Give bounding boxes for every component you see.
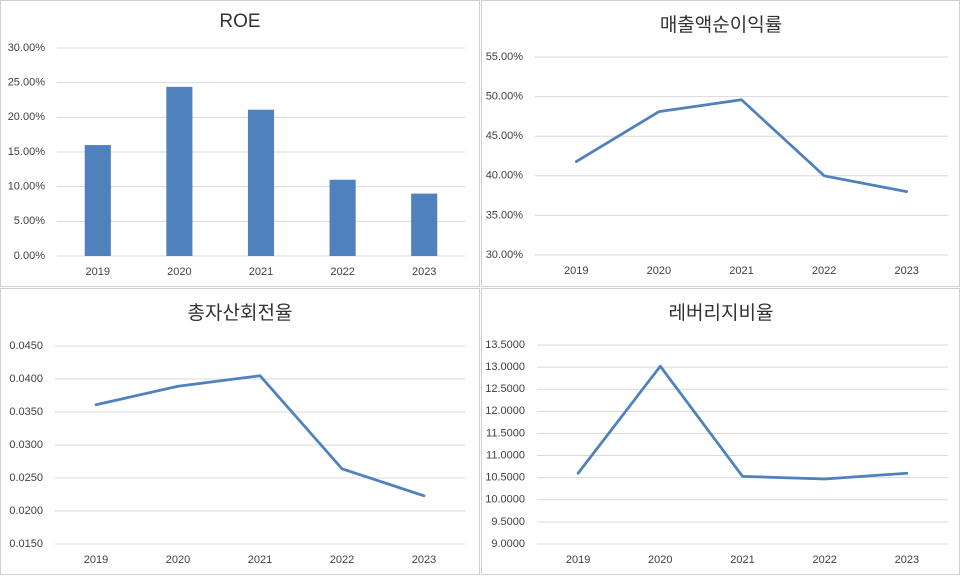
y-tick-label: 9.0000 bbox=[491, 538, 525, 550]
bar bbox=[247, 109, 275, 256]
y-tick-label: 10.5000 bbox=[485, 472, 525, 484]
y-tick-label: 20.00% bbox=[8, 111, 46, 123]
y-tick-label: 0.0300 bbox=[9, 439, 43, 451]
x-tick-label: 2019 bbox=[566, 554, 590, 566]
x-tick-label: 2019 bbox=[564, 265, 588, 277]
x-tick-label: 2023 bbox=[412, 266, 436, 278]
y-tick-label: 30.00% bbox=[8, 42, 46, 54]
x-tick-label: 2020 bbox=[648, 554, 672, 566]
chart-title: ROE bbox=[219, 11, 260, 32]
y-tick-label: 12.5000 bbox=[485, 383, 525, 395]
line bbox=[576, 364, 909, 481]
y-tick-label: 0.00% bbox=[14, 250, 45, 262]
y-tick-label: 11.5000 bbox=[486, 427, 525, 439]
x-tick-label: 2019 bbox=[84, 554, 108, 566]
y-tick-label: 45.00% bbox=[486, 130, 524, 142]
line bbox=[94, 374, 426, 498]
x-tick-label: 2023 bbox=[412, 554, 436, 566]
x-tick-label: 2022 bbox=[330, 266, 354, 278]
chart-title: 매출액순이익률 bbox=[660, 14, 782, 36]
panel bbox=[0, 0, 480, 287]
bar bbox=[84, 145, 111, 256]
chart-title: 총자산회전율 bbox=[188, 302, 293, 324]
x-tick-label: 2019 bbox=[86, 266, 110, 278]
y-tick-label: 0.0400 bbox=[9, 373, 43, 385]
x-tick-label: 2022 bbox=[330, 554, 354, 566]
y-tick-label: 5.00% bbox=[14, 215, 45, 227]
x-tick-label: 2022 bbox=[812, 265, 836, 277]
x-tick-label: 2021 bbox=[730, 554, 754, 566]
y-tick-label: 35.00% bbox=[486, 209, 524, 221]
y-tick-label: 0.0200 bbox=[9, 505, 43, 517]
y-tick-label: 30.00% bbox=[486, 249, 524, 261]
x-tick-label: 2020 bbox=[166, 554, 190, 566]
line bbox=[574, 98, 909, 194]
x-tick-label: 2021 bbox=[729, 265, 753, 277]
y-tick-label: 10.0000 bbox=[485, 494, 525, 506]
panel bbox=[481, 0, 960, 287]
bar bbox=[329, 179, 356, 256]
chart-title: 레버리지비율 bbox=[669, 302, 774, 324]
bar bbox=[166, 86, 193, 257]
x-tick-label: 2020 bbox=[167, 266, 191, 278]
x-tick-label: 2023 bbox=[894, 265, 918, 277]
y-tick-label: 12.0000 bbox=[485, 405, 525, 417]
y-tick-label: 15.00% bbox=[8, 146, 46, 158]
y-tick-label: 13.0000 bbox=[485, 361, 525, 373]
x-tick-label: 2020 bbox=[647, 265, 671, 277]
y-tick-label: 0.0150 bbox=[9, 538, 43, 550]
y-tick-label: 9.5000 bbox=[491, 516, 525, 528]
x-tick-label: 2021 bbox=[248, 554, 272, 566]
x-tick-label: 2022 bbox=[812, 554, 836, 566]
x-tick-label: 2023 bbox=[895, 554, 919, 566]
y-tick-label: 11.0000 bbox=[486, 449, 525, 461]
panel bbox=[0, 288, 480, 575]
y-tick-label: 0.0450 bbox=[9, 340, 43, 352]
y-tick-label: 50.00% bbox=[486, 91, 524, 103]
x-tick-label: 2021 bbox=[249, 266, 273, 278]
y-tick-label: 40.00% bbox=[486, 170, 524, 182]
y-tick-label: 13.5000 bbox=[485, 339, 525, 351]
y-tick-label: 0.0250 bbox=[9, 472, 43, 484]
bar bbox=[411, 193, 438, 256]
y-tick-label: 0.0350 bbox=[9, 406, 43, 418]
y-tick-label: 25.00% bbox=[8, 77, 46, 89]
panel bbox=[481, 288, 960, 575]
y-tick-label: 10.00% bbox=[8, 181, 46, 193]
y-tick-label: 55.00% bbox=[486, 51, 524, 63]
